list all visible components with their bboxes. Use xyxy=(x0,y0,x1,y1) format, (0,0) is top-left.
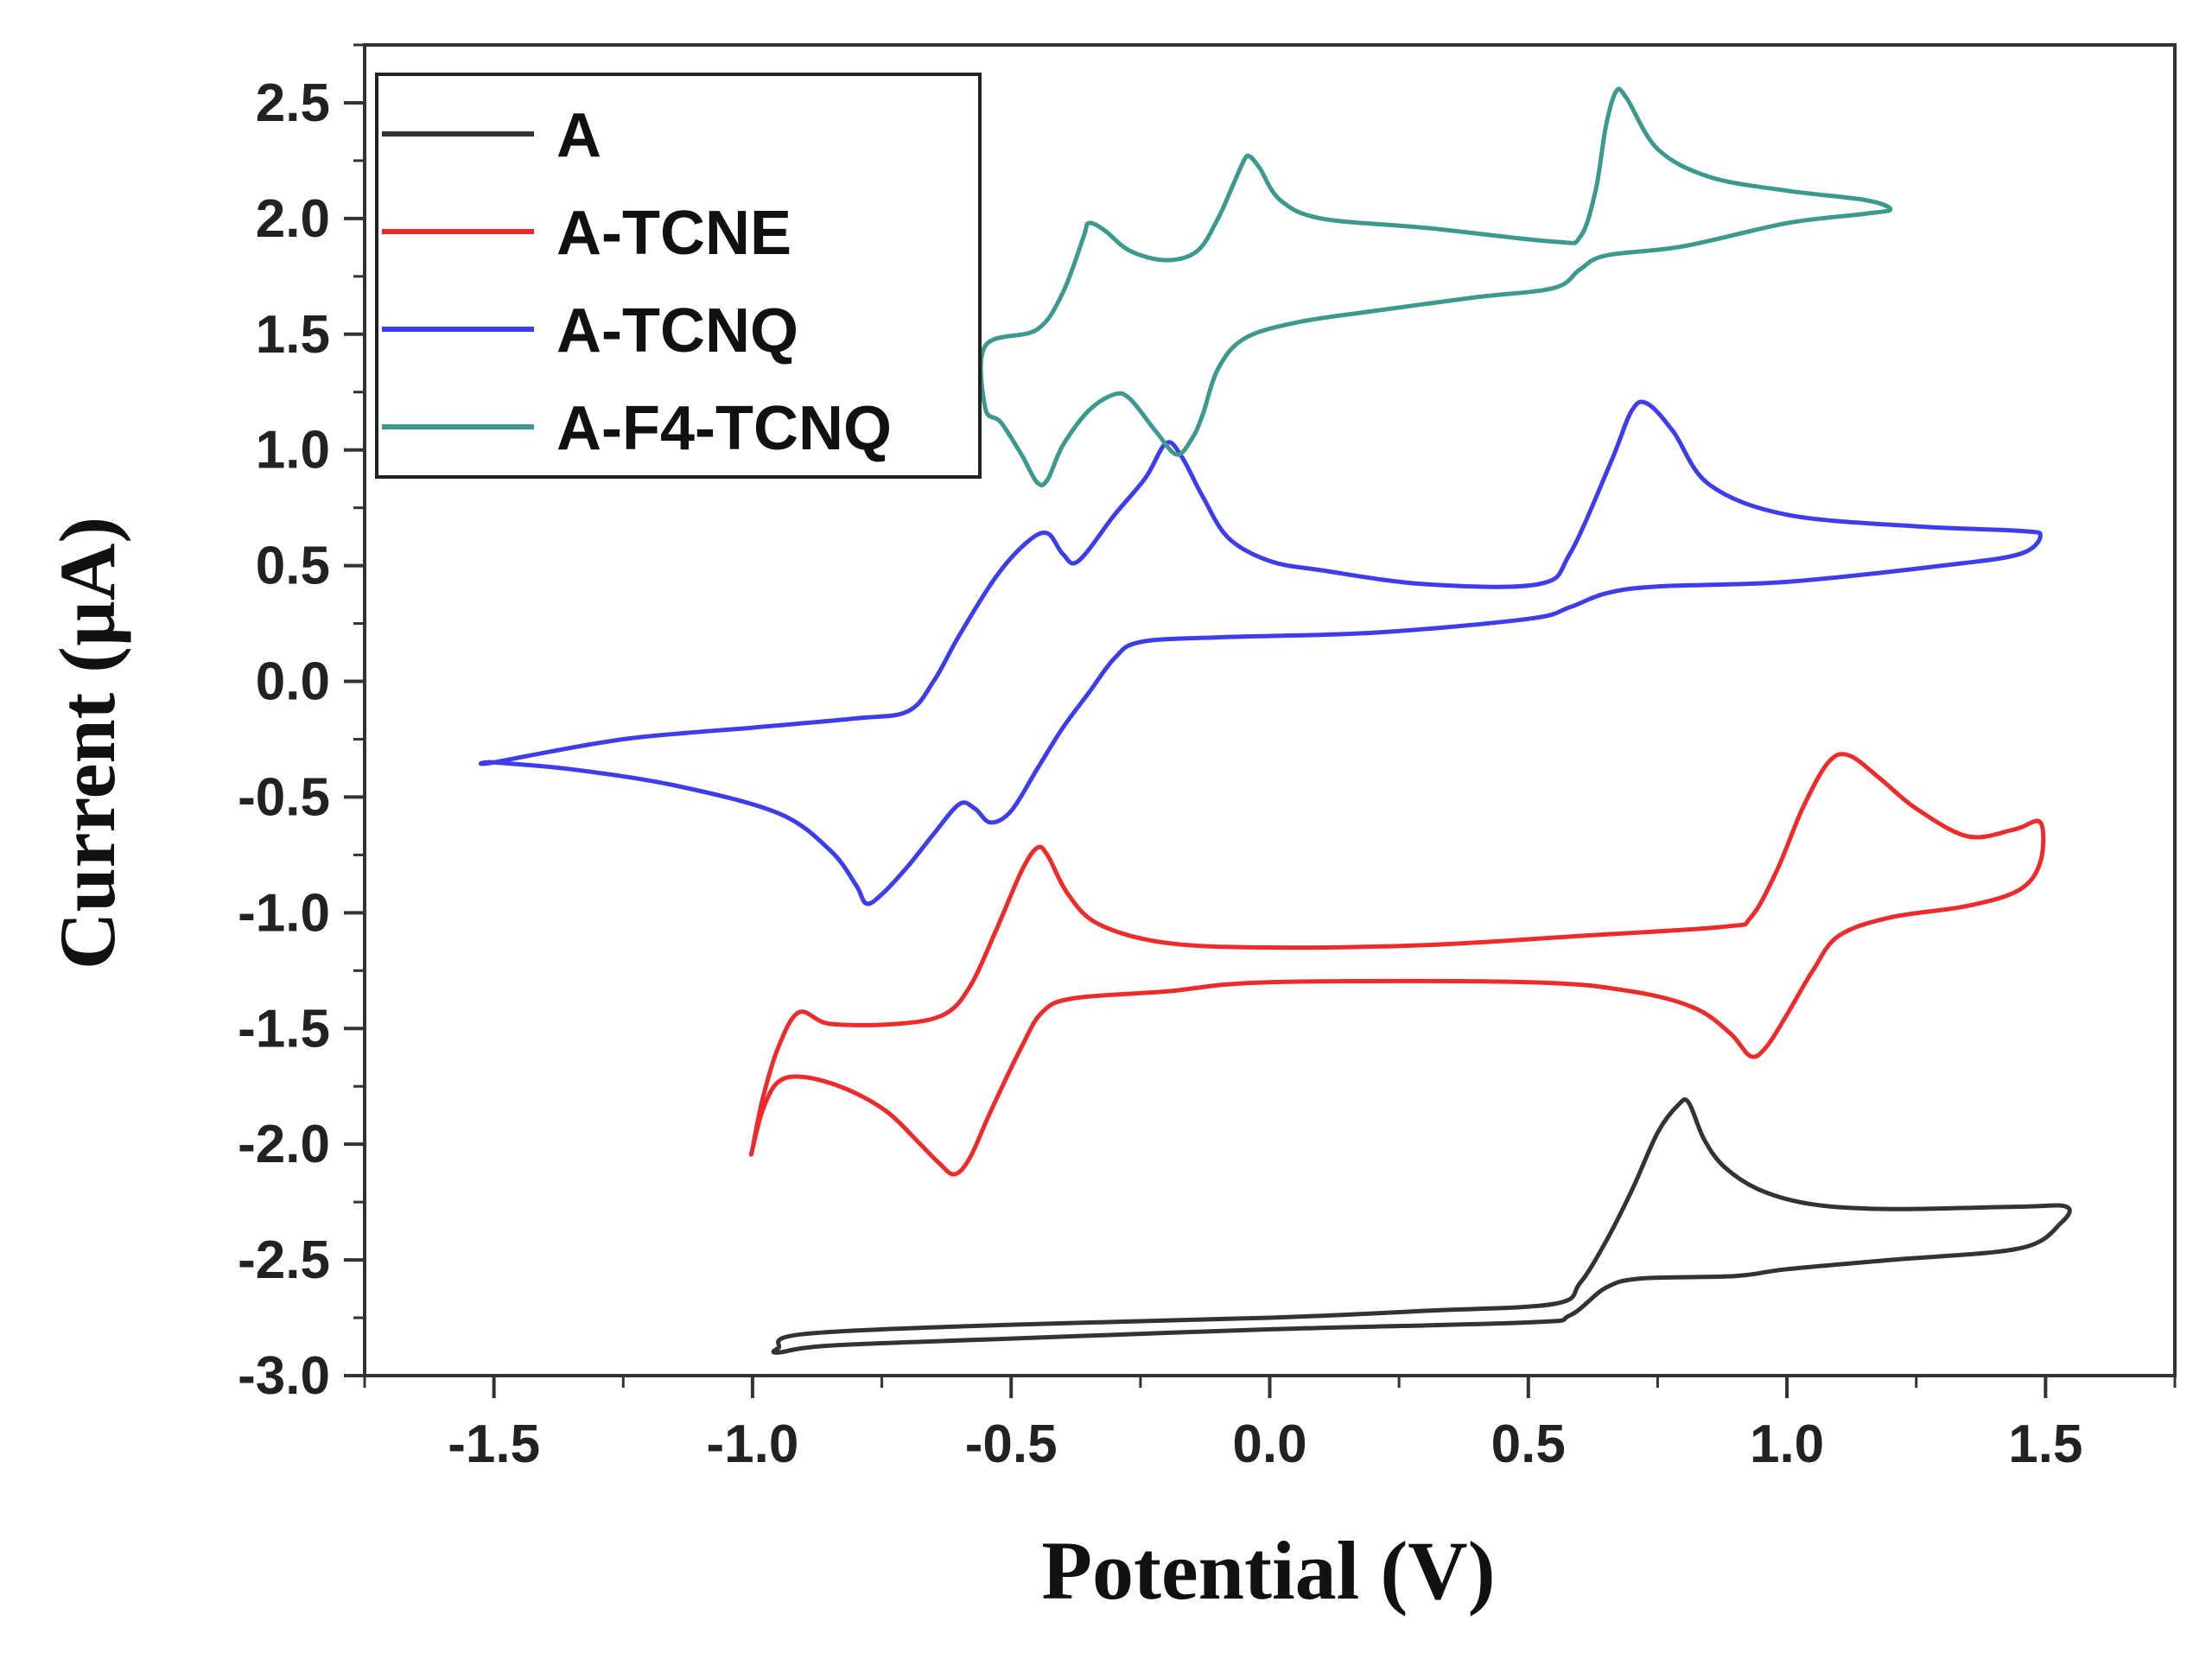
legend-box xyxy=(375,73,982,479)
y-tick-label: -1.5 xyxy=(238,999,330,1059)
y-tick-label: 2.5 xyxy=(256,73,330,133)
y-tick-label: -1.0 xyxy=(238,883,330,943)
x-tick-label: 0.0 xyxy=(1232,1415,1306,1474)
y-tick-label: -3.0 xyxy=(238,1346,330,1406)
x-tick-label: 1.5 xyxy=(2008,1415,2082,1474)
series-line-a xyxy=(771,1097,2072,1355)
y-tick-label: 0.5 xyxy=(256,537,330,596)
x-axis-title: Potential (V) xyxy=(1041,1524,1495,1617)
series-line-a-f4-tcnq xyxy=(978,86,1893,487)
legend-items: A A-TCNE A-TCNQ A-F4-TCNQ xyxy=(382,101,892,463)
series-line-a-tcnq xyxy=(479,399,2043,906)
legend: A A-TCNE A-TCNQ A-F4-TCNQ xyxy=(375,73,982,479)
x-tick-label: 0.5 xyxy=(1491,1415,1566,1474)
legend-label-a-f4-tcnq: A-F4-TCNQ xyxy=(556,394,892,463)
series-layer xyxy=(479,86,2072,1355)
legend-label-a: A xyxy=(556,101,601,170)
y-axis-title: Current (µA) xyxy=(43,517,131,970)
series-line-a-tcne xyxy=(748,752,2046,1177)
y-tick-label: 2.0 xyxy=(256,189,330,249)
y-tick-label: 1.0 xyxy=(256,421,330,480)
x-tick-label: -0.5 xyxy=(965,1415,1058,1474)
y-tick-label: 0.0 xyxy=(256,652,330,712)
legend-label-a-tcne: A-TCNE xyxy=(556,199,791,268)
x-tick-label: 1.0 xyxy=(1750,1415,1824,1474)
y-tick-label: -2.5 xyxy=(238,1230,330,1290)
x-axis-ticks: -1.5 -1.0 -0.5 0.0 0.5 1.0 1.5 xyxy=(363,1376,2177,1474)
y-axis-ticks: -3.0 -2.5 -2.0 -1.5 -1.0 -0.5 0.0 0.5 1.0 1.5 2.0 2… xyxy=(238,43,365,1406)
y-tick-label: -0.5 xyxy=(238,767,330,827)
y-tick-label: -2.0 xyxy=(238,1115,330,1174)
legend-label-a-tcnq: A-TCNQ xyxy=(556,296,798,366)
x-tick-label: -1.0 xyxy=(707,1415,799,1474)
x-tick-label: -1.5 xyxy=(448,1415,540,1474)
y-tick-label: 1.5 xyxy=(256,305,330,365)
